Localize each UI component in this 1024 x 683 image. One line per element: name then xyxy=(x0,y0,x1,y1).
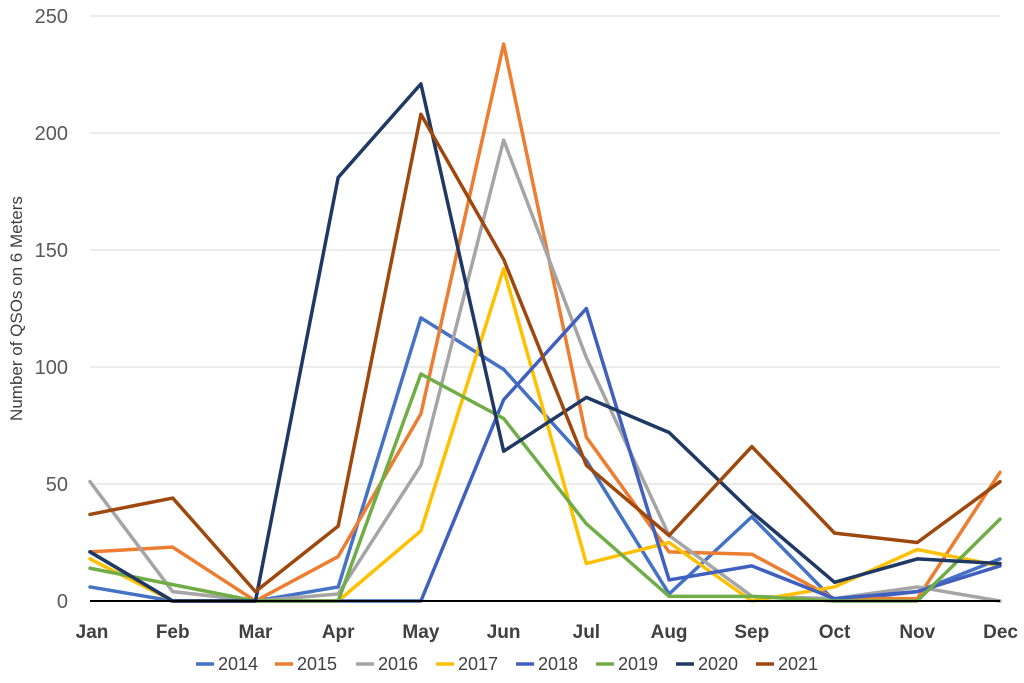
series-line-2015 xyxy=(88,42,1002,603)
y-tick-label: 100 xyxy=(35,357,68,379)
y-tick-label: 50 xyxy=(46,474,68,496)
x-tick-label: Jul xyxy=(573,622,600,643)
y-tick-label: 200 xyxy=(35,123,68,145)
y-tick-label: 0 xyxy=(57,591,68,613)
legend-label: 2016 xyxy=(378,654,418,674)
x-tick-label: Mar xyxy=(239,622,273,643)
series-line-2021 xyxy=(88,112,1002,594)
x-tick-label: Jun xyxy=(487,622,521,643)
series-line-2019 xyxy=(88,372,1002,603)
legend-label: 2015 xyxy=(297,654,337,674)
series-line-2016 xyxy=(88,138,1002,603)
legend-label: 2017 xyxy=(458,654,498,674)
legend-label: 2019 xyxy=(618,654,658,674)
legend-label: 2021 xyxy=(778,654,818,674)
x-tick-label: Nov xyxy=(899,622,935,643)
series-lines xyxy=(88,42,1002,603)
x-tick-label: Apr xyxy=(322,622,355,643)
legend-label: 2014 xyxy=(218,654,258,674)
x-tick-label: Oct xyxy=(819,622,851,643)
x-tick-label: Feb xyxy=(156,622,190,643)
series-line-2020 xyxy=(88,82,1002,603)
x-tick-label: Dec xyxy=(983,622,1018,643)
series-line-2017 xyxy=(88,266,1002,603)
x-tick-label: Jan xyxy=(76,622,109,643)
x-tick-label: May xyxy=(402,622,439,643)
legend: 2014 2015 2016 2017 2018 2019 2020 2021 xyxy=(196,654,818,674)
x-tick-label: Sep xyxy=(734,622,769,643)
y-tick-label: 250 xyxy=(35,6,68,28)
legend-label: 2020 xyxy=(698,654,738,674)
legend-label: 2018 xyxy=(538,654,578,674)
y-tick-label: 150 xyxy=(35,240,68,262)
y-axis-label: Number of QSOs on 6 Meters xyxy=(7,196,26,421)
y-tick-labels: 0 50 100 150 200 250 xyxy=(35,6,68,613)
x-tick-labels: Jan Feb Mar Apr May Jun Jul Aug Sep Oct Nov Dec xyxy=(76,622,1019,643)
x-tick-label: Aug xyxy=(651,622,688,643)
